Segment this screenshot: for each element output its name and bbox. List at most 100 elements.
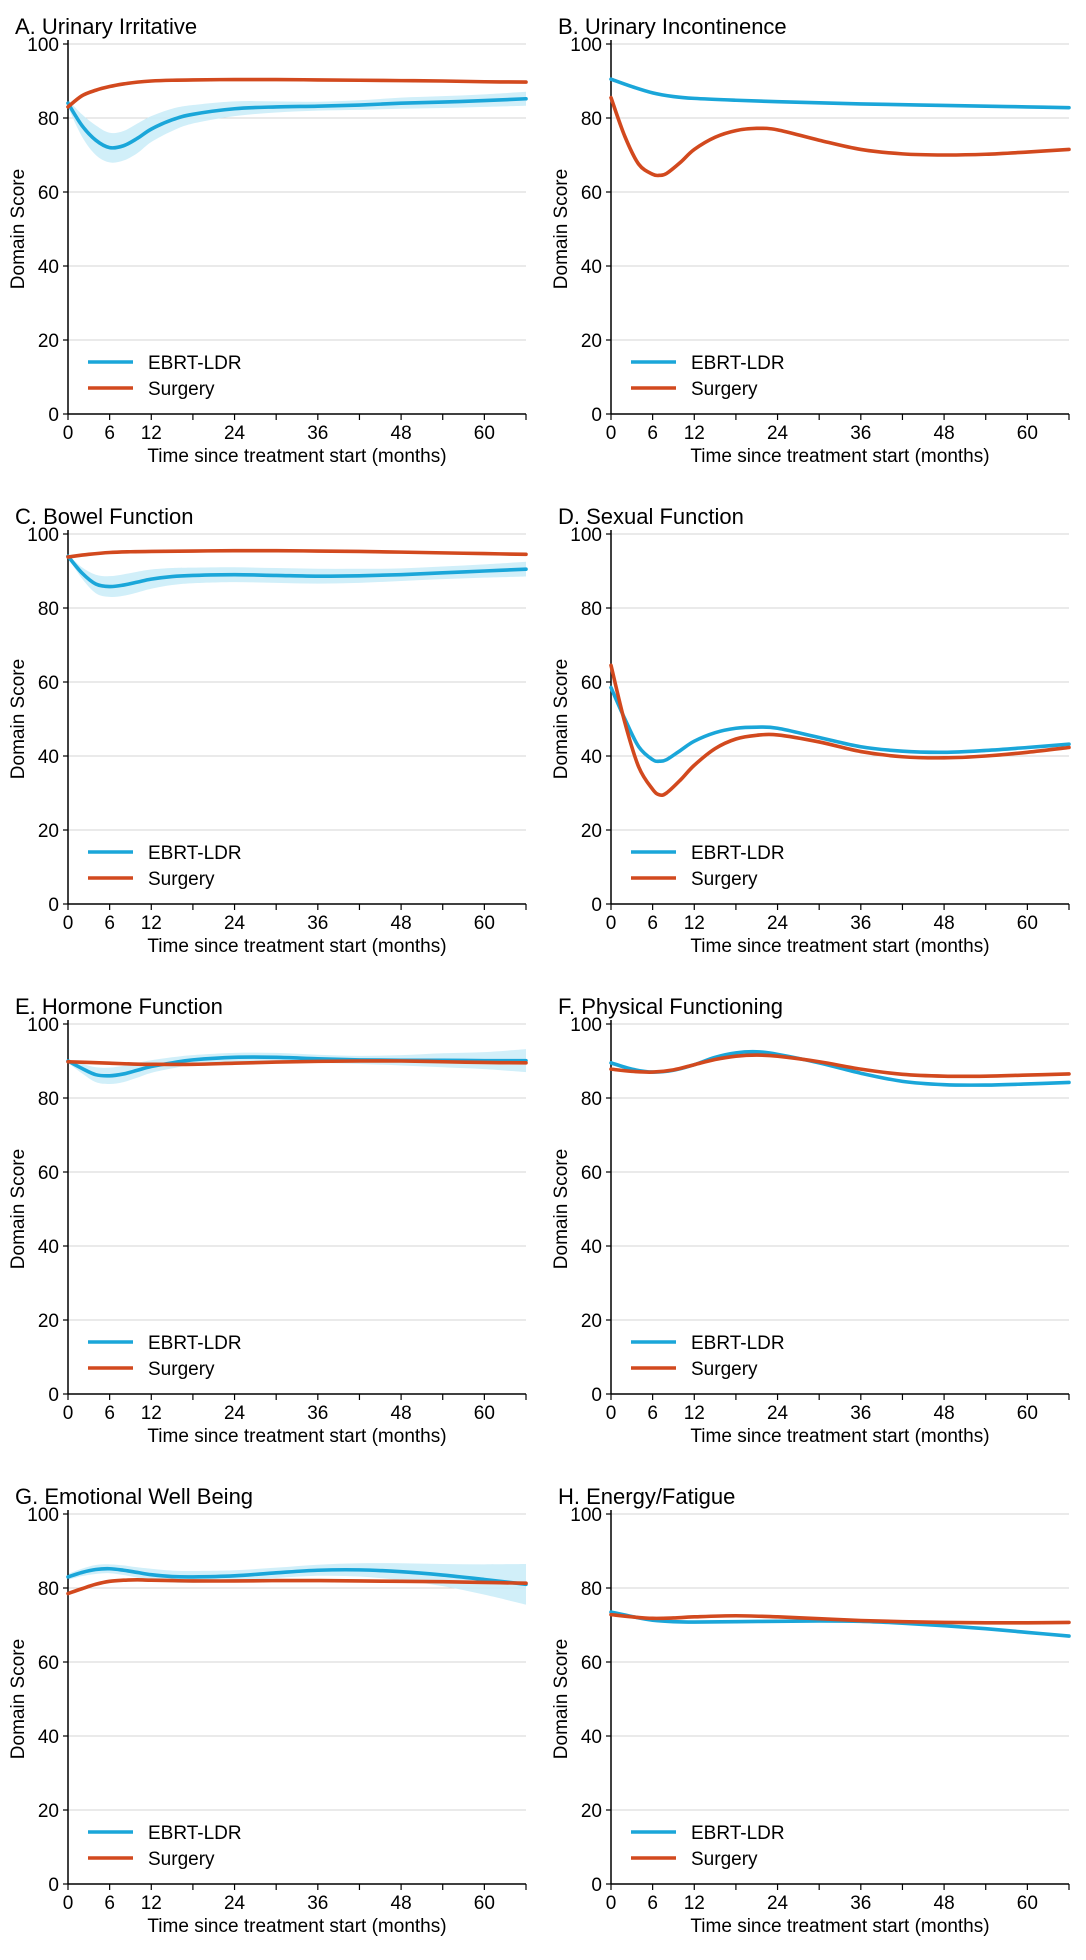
x-tick-label: 0 xyxy=(606,913,617,934)
legend-label: Surgery xyxy=(691,1359,758,1380)
x-tick-label: 36 xyxy=(850,913,871,934)
y-tick-label: 80 xyxy=(581,1579,602,1600)
x-axis-title: Time since treatment start (months) xyxy=(147,1426,446,1447)
x-tick-label: 60 xyxy=(1017,1403,1038,1424)
y-tick-label: 20 xyxy=(38,1311,59,1332)
y-tick-label: 80 xyxy=(581,109,602,130)
x-tick-label: 12 xyxy=(141,423,162,444)
y-tick-label: 100 xyxy=(570,35,602,56)
y-tick-label: 40 xyxy=(581,1727,602,1748)
chart-panel-6: 0 20 40 60 80 100 0 6 12 24 36 48 60 Time since treat… xyxy=(543,980,1086,1470)
x-tick-label: 6 xyxy=(104,423,115,444)
x-tick-label: 0 xyxy=(63,913,74,934)
series-line-2 xyxy=(609,1612,1071,1625)
y-axis-title: Domain Score xyxy=(551,1639,572,1759)
x-tick-label: 12 xyxy=(684,423,705,444)
series-line-2 xyxy=(66,548,528,559)
series-line-2 xyxy=(66,1578,528,1596)
y-axis-title: Domain Score xyxy=(8,659,29,779)
chart-title: G. Emotional Well Being xyxy=(15,1484,253,1509)
legend-label: EBRT-LDR xyxy=(691,1333,785,1354)
series-line-2 xyxy=(66,1059,528,1067)
chart-title: C. Bowel Function xyxy=(15,504,194,529)
x-tick-label: 6 xyxy=(647,1893,658,1914)
x-tick-label: 6 xyxy=(104,1403,115,1424)
legend-label: Surgery xyxy=(148,1359,215,1380)
chart-title: F. Physical Functioning xyxy=(558,994,783,1019)
series-line-1 xyxy=(66,1566,528,1587)
y-tick-label: 20 xyxy=(581,821,602,842)
confidence-band-1 xyxy=(68,1563,526,1605)
series-line-2 xyxy=(609,663,1071,797)
x-tick-label: 48 xyxy=(391,1893,412,1914)
series-line-1 xyxy=(66,554,528,589)
y-tick-label: 0 xyxy=(591,895,602,916)
legend-label: EBRT-LDR xyxy=(691,1823,785,1844)
x-tick-label: 24 xyxy=(224,1893,246,1914)
x-axis-title: Time since treatment start (months) xyxy=(690,936,989,957)
legend-label: Surgery xyxy=(691,1849,758,1870)
legend-label: EBRT-LDR xyxy=(148,353,242,374)
x-tick-label: 0 xyxy=(606,423,617,444)
x-tick-label: 12 xyxy=(141,1893,162,1914)
y-tick-label: 60 xyxy=(581,1653,602,1674)
x-axis-title: Time since treatment start (months) xyxy=(147,446,446,467)
y-axis-title: Domain Score xyxy=(8,169,29,289)
x-tick-label: 48 xyxy=(391,913,412,934)
x-axis-title: Time since treatment start (months) xyxy=(690,1426,989,1447)
chart-svg: 0 20 40 60 80 100 0 6 12 24 36 48 60 Time since treat… xyxy=(8,1484,528,1937)
chart-title: A. Urinary Irritative xyxy=(15,14,197,39)
x-tick-label: 36 xyxy=(850,1893,871,1914)
x-tick-label: 12 xyxy=(684,913,705,934)
x-tick-label: 48 xyxy=(934,1403,955,1424)
legend-label: Surgery xyxy=(148,379,215,400)
confidence-band-1 xyxy=(68,1049,526,1084)
x-tick-label: 60 xyxy=(1017,1893,1038,1914)
x-tick-label: 48 xyxy=(934,913,955,934)
x-tick-label: 24 xyxy=(767,913,789,934)
y-tick-label: 80 xyxy=(38,599,59,620)
x-axis-title: Time since treatment start (months) xyxy=(690,446,989,467)
y-tick-label: 100 xyxy=(27,1505,59,1526)
x-tick-label: 6 xyxy=(647,423,658,444)
y-tick-label: 60 xyxy=(581,183,602,204)
legend-label: Surgery xyxy=(691,869,758,890)
x-tick-label: 6 xyxy=(104,913,115,934)
chart-panel-3: 0 20 40 60 80 100 0 6 12 24 36 48 60 Time since treat… xyxy=(0,490,543,980)
x-tick-label: 36 xyxy=(307,913,328,934)
series-line-1 xyxy=(66,96,528,150)
chart-panel-4: 0 20 40 60 80 100 0 6 12 24 36 48 60 Time since treat… xyxy=(543,490,1086,980)
legend-label: EBRT-LDR xyxy=(148,1823,242,1844)
legend-label: EBRT-LDR xyxy=(691,353,785,374)
chart-panel-1: 0 20 40 60 80 100 0 6 12 24 36 48 60 Time since treat… xyxy=(0,0,543,490)
chart-panel-5: 0 20 40 60 80 100 0 6 12 24 36 48 60 Time since treat… xyxy=(0,980,543,1470)
x-tick-label: 60 xyxy=(1017,423,1038,444)
x-tick-label: 24 xyxy=(224,1403,246,1424)
x-tick-label: 36 xyxy=(307,1893,328,1914)
x-tick-label: 60 xyxy=(1017,913,1038,934)
x-tick-label: 12 xyxy=(684,1403,705,1424)
x-tick-label: 60 xyxy=(474,1893,495,1914)
x-tick-label: 60 xyxy=(474,1403,495,1424)
y-tick-label: 40 xyxy=(38,1727,59,1748)
y-tick-label: 60 xyxy=(38,1653,59,1674)
y-axis-title: Domain Score xyxy=(551,1149,572,1269)
y-tick-label: 0 xyxy=(48,895,59,916)
legend-label: EBRT-LDR xyxy=(148,1333,242,1354)
chart-svg: 0 20 40 60 80 100 0 6 12 24 36 48 60 Time since treat… xyxy=(551,504,1071,957)
series-line-1 xyxy=(609,1610,1071,1638)
chart-svg: 0 20 40 60 80 100 0 6 12 24 36 48 60 Time since treat… xyxy=(8,994,528,1447)
y-tick-label: 60 xyxy=(581,673,602,694)
y-axis-title: Domain Score xyxy=(8,1639,29,1759)
x-tick-label: 6 xyxy=(647,1403,658,1424)
x-tick-label: 0 xyxy=(63,1403,74,1424)
chart-panel-8: 0 20 40 60 80 100 0 6 12 24 36 48 60 Time since treat… xyxy=(543,1470,1086,1960)
y-tick-label: 20 xyxy=(38,331,59,352)
x-tick-label: 60 xyxy=(474,913,495,934)
y-tick-label: 40 xyxy=(38,1237,59,1258)
y-tick-label: 60 xyxy=(38,673,59,694)
y-tick-label: 40 xyxy=(38,257,59,278)
x-axis-title: Time since treatment start (months) xyxy=(147,1916,446,1937)
y-tick-label: 40 xyxy=(581,257,602,278)
